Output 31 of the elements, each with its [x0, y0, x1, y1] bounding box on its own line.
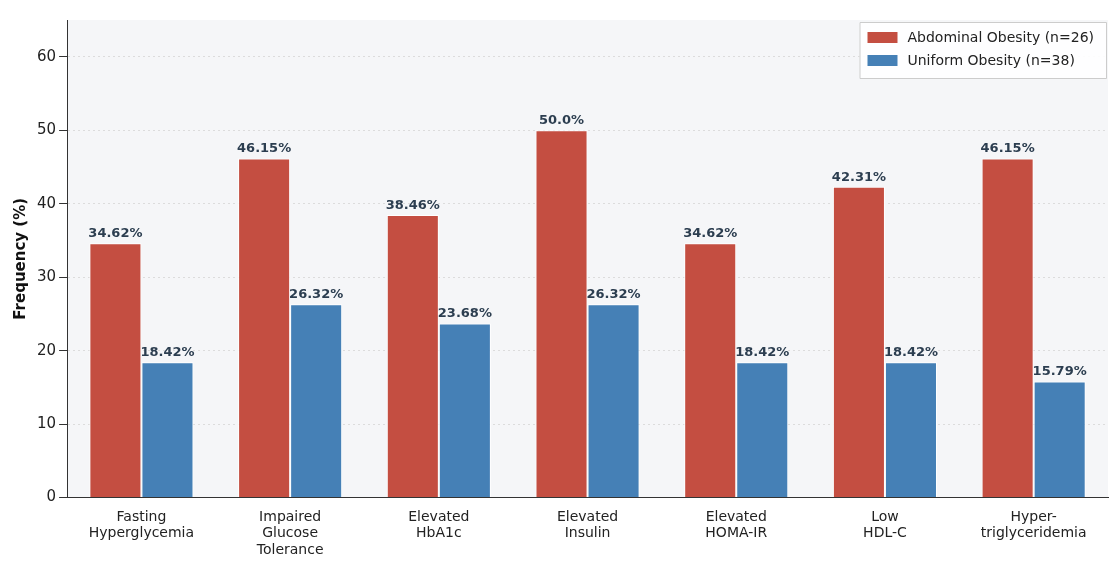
- x-tick-label: Elevated HOMA-IR: [705, 507, 768, 541]
- x-tick-label: Fasting Hyperglycemia: [88, 507, 195, 541]
- data-label: 46.15%: [237, 140, 292, 156]
- x-tick-label: Elevated Insulin: [556, 507, 619, 541]
- y-tick-label: 50: [36, 120, 57, 139]
- x-tick-label: Hyper- triglyceridemia: [980, 507, 1087, 541]
- y-tick-label: 0: [46, 487, 57, 506]
- y-tick-label: 30: [36, 267, 57, 286]
- data-label: 18.42%: [140, 344, 195, 360]
- y-axis-title: Frequency (%): [10, 197, 29, 320]
- data-label: 46.15%: [980, 140, 1035, 156]
- data-label: 50.0%: [538, 112, 585, 128]
- x-tick-label: Low HDL-C: [863, 507, 908, 541]
- x-tick-label: Impaired Glucose Tolerance: [255, 507, 324, 558]
- data-label: 26.32%: [586, 286, 641, 302]
- y-tick-label: 60: [36, 46, 57, 65]
- data-label: 42.31%: [831, 168, 886, 184]
- data-label: 15.79%: [1032, 363, 1087, 379]
- data-label: 34.62%: [683, 225, 738, 241]
- data-label: 18.42%: [883, 344, 939, 360]
- data-label: 18.42%: [735, 344, 790, 360]
- legend-label: Uniform Obesity (n=38): [907, 51, 1075, 68]
- y-tick-label: 20: [36, 340, 57, 359]
- data-label: 38.46%: [385, 196, 440, 212]
- legend-label: Abdominal Obesity (n=26): [907, 28, 1095, 45]
- data-label: 26.32%: [289, 286, 344, 302]
- data-label: 23.68%: [437, 305, 492, 321]
- y-tick-label: 10: [36, 414, 57, 433]
- x-tick-label: Elevated HbA1c: [408, 507, 470, 541]
- data-label: 34.62%: [88, 225, 143, 241]
- y-tick-label: 40: [36, 193, 57, 212]
